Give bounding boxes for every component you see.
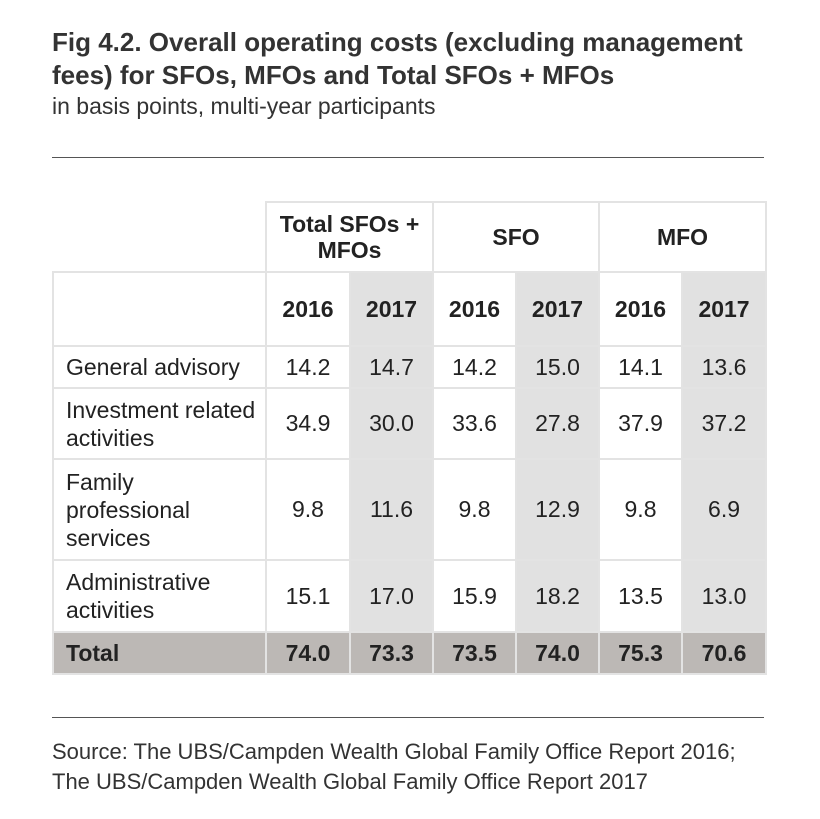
table-row: Investment related activities 34.9 30.0 … [52, 387, 768, 460]
table-cell: 11.6 [348, 458, 435, 561]
row-label: Investment related activities [52, 387, 267, 460]
year-header: 2017 [681, 271, 768, 347]
year-header: 2017 [515, 271, 601, 347]
table-cell: 37.2 [681, 387, 768, 460]
table-cell: 9.8 [265, 458, 351, 561]
group-header-mfo: MFO [598, 201, 768, 273]
total-cell: 74.0 [515, 631, 601, 675]
table-cell: 12.9 [515, 458, 601, 561]
table-cell: 33.6 [432, 387, 518, 460]
group-header-total: Total SFOs + MFOs [264, 201, 435, 273]
table-cell: 6.9 [681, 458, 768, 561]
table-cell: 9.8 [432, 458, 518, 561]
row-label: Administrative activities [52, 559, 267, 633]
row-label: Family professional services [52, 458, 267, 561]
corner-cell [52, 201, 267, 273]
row-label: General advisory [52, 345, 267, 389]
top-divider [52, 157, 764, 158]
table-cell: 13.5 [598, 559, 684, 633]
total-cell: 73.3 [348, 631, 435, 675]
cost-table: Total SFOs + MFOs SFO MFO 2016 2017 2016… [52, 201, 768, 675]
group-header-sfo: SFO [432, 201, 601, 273]
table-cell: 15.1 [265, 559, 351, 633]
table-cell: 34.9 [265, 387, 351, 460]
table-cell: 14.2 [265, 345, 351, 389]
table-row: Administrative activities 15.1 17.0 15.9… [52, 559, 768, 633]
table-cell: 9.8 [598, 458, 684, 561]
figure-title: Fig 4.2. Overall operating costs (exclud… [52, 27, 743, 90]
year-header-row: 2016 2017 2016 2017 2016 2017 [52, 271, 768, 347]
table-cell: 14.2 [432, 345, 518, 389]
table-row: Family professional services 9.8 11.6 9.… [52, 458, 768, 561]
source-note: Source: The UBS/Campden Wealth Global Fa… [52, 737, 792, 797]
total-cell: 70.6 [681, 631, 768, 675]
table-row: General advisory 14.2 14.7 14.2 15.0 14.… [52, 345, 768, 389]
table-cell: 18.2 [515, 559, 601, 633]
bottom-divider [52, 717, 764, 718]
total-cell: 73.5 [432, 631, 518, 675]
source-line: Source: The UBS/Campden Wealth Global Fa… [52, 739, 736, 764]
total-row: Total 74.0 73.3 73.5 74.0 75.3 70.6 [52, 631, 768, 675]
table-cell: 14.1 [598, 345, 684, 389]
table-cell: 15.0 [515, 345, 601, 389]
year-header: 2017 [348, 271, 435, 347]
source-line: The UBS/Campden Wealth Global Family Off… [52, 769, 648, 794]
total-label: Total [52, 631, 267, 675]
table-cell: 14.7 [348, 345, 435, 389]
figure-subtitle: in basis points, multi-year participants [52, 93, 436, 119]
table-cell: 37.9 [598, 387, 684, 460]
table-cell: 30.0 [348, 387, 435, 460]
table-cell: 27.8 [515, 387, 601, 460]
table-cell: 13.6 [681, 345, 768, 389]
year-header: 2016 [265, 271, 351, 347]
table-cell: 13.0 [681, 559, 768, 633]
year-header: 2016 [598, 271, 684, 347]
year-header-blank [52, 271, 267, 347]
total-cell: 75.3 [598, 631, 684, 675]
group-header-row: Total SFOs + MFOs SFO MFO [52, 201, 768, 273]
year-header: 2016 [432, 271, 518, 347]
table-cell: 17.0 [348, 559, 435, 633]
total-cell: 74.0 [265, 631, 351, 675]
table-cell: 15.9 [432, 559, 518, 633]
